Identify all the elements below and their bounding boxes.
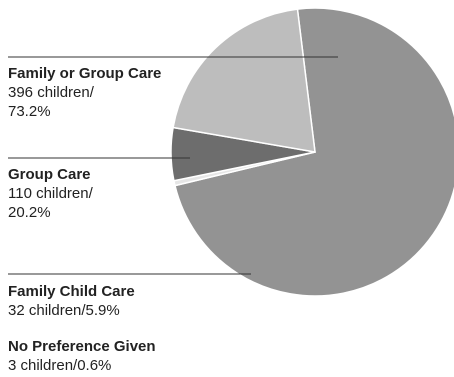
slice-percent: 73.2% [8, 103, 51, 120]
slice-value: 110 children/ [8, 185, 93, 202]
slice-name: Family Child Care [8, 283, 135, 300]
slice-name: No Preference Given [8, 338, 156, 355]
slice-name: Family or Group Care [8, 65, 162, 82]
slice-percent: 20.2% [8, 204, 51, 221]
slice-value: 3 children/0.6% [8, 357, 112, 374]
label-family-or-group-care: Family or Group Care 396 children/ 73.2% [8, 64, 161, 121]
label-no-preference-given: No Preference Given 3 children/0.6% [8, 337, 156, 375]
pie-slice-family-or-group-care [174, 7, 454, 297]
slice-name: Group Care [8, 166, 91, 183]
label-family-child-care: Family Child Care 32 children/5.9% [8, 282, 135, 320]
slice-value: 32 children/5.9% [8, 302, 120, 319]
pie-slice-group-care [172, 8, 316, 153]
slice-value: 396 children/ [8, 84, 94, 101]
label-group-care: Group Care 110 children/ 20.2% [8, 165, 93, 222]
